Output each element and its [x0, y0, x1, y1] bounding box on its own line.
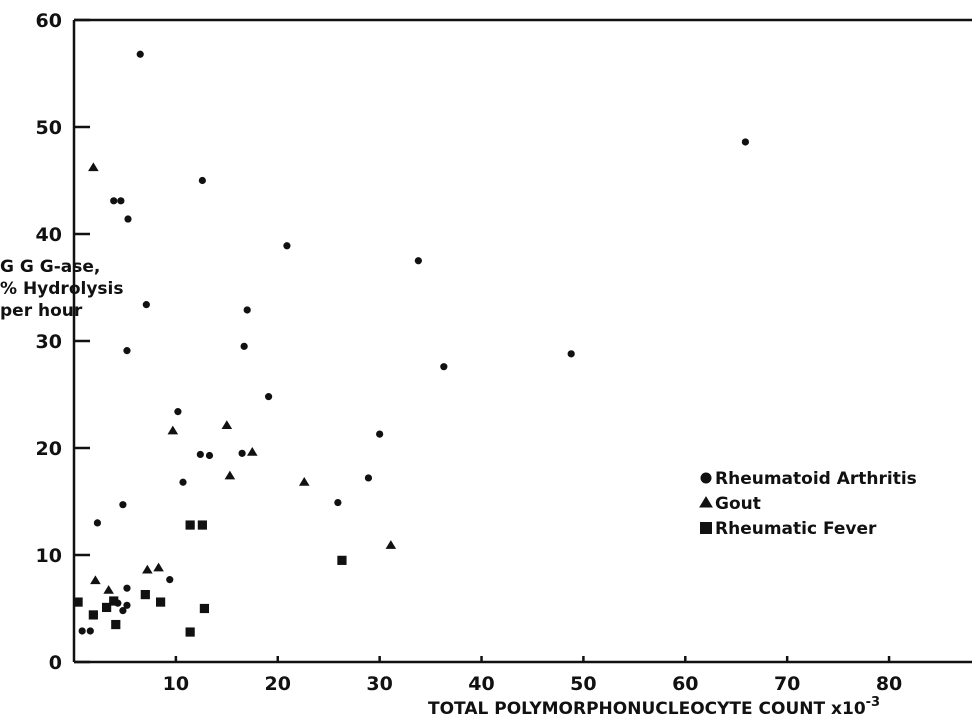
x-axis-title: TOTAL POLYMORPHONUCLEOCYTE COUNT x10-3 — [428, 695, 880, 719]
data-point-triangle — [298, 476, 310, 486]
data-point-triangle — [103, 585, 114, 594]
data-point-circle — [567, 350, 575, 358]
data-point-triangle — [247, 447, 258, 456]
data-point-circle — [205, 451, 214, 460]
data-point-triangle — [88, 162, 99, 172]
x-tick-label: 70 — [774, 673, 800, 695]
data-point-square — [73, 597, 83, 607]
legend-label: Gout — [715, 494, 761, 514]
data-point-circle — [240, 342, 248, 350]
x-tick-label: 40 — [468, 673, 494, 695]
y-axis-title: G G G-ase,% Hydrolysis per hour — [0, 257, 123, 321]
data-point-square — [111, 619, 121, 630]
data-point-circle — [123, 601, 131, 609]
data-point-circle — [123, 584, 131, 592]
data-point-square — [88, 610, 98, 620]
data-point-triangle — [385, 540, 397, 549]
data-point-circle — [124, 215, 132, 223]
y-tick-label: 50 — [36, 117, 62, 139]
data-point-square — [199, 603, 210, 614]
data-point-triangle — [167, 425, 179, 435]
data-point-circle — [119, 501, 127, 509]
data-point-square — [102, 602, 112, 613]
data-point-circle — [179, 478, 187, 486]
legend-marker-circle — [700, 472, 712, 484]
x-tick-label: 30 — [366, 673, 392, 695]
y-tick-label: 30 — [36, 331, 62, 353]
data-point-circle — [440, 363, 448, 371]
data-point-circle — [238, 449, 246, 457]
data-point-circle — [196, 450, 204, 459]
data-point-square — [140, 589, 150, 600]
data-point-circle — [364, 474, 373, 482]
data-point-circle — [86, 627, 94, 635]
data-point-square — [185, 627, 195, 637]
series-circle — [78, 50, 750, 635]
x-tick-label: 60 — [672, 673, 698, 695]
y-ticks: 0 10 20 30 40 50 60 — [36, 10, 90, 674]
x-axis-title-main: TOTAL POLYMORPHONUCLEOCYTE COUNT x10 — [428, 699, 866, 719]
data-point-circle — [110, 197, 118, 205]
x-tick-label: 20 — [265, 673, 291, 695]
data-point-circle — [741, 138, 750, 146]
data-point-circle — [334, 498, 342, 507]
data-point-circle — [264, 393, 273, 401]
x-ticks: 10 20 30 40 50 60 70 80 — [163, 656, 902, 695]
x-tick-label: 80 — [876, 673, 902, 695]
legend-label: Rheumatoid Arthritis — [715, 469, 917, 489]
data-point-circle — [198, 176, 206, 185]
data-point-square — [156, 597, 166, 607]
data-point-circle — [376, 430, 384, 438]
y-tick-label: 20 — [36, 438, 62, 460]
data-point-circle — [166, 576, 174, 584]
y-tick-label: 10 — [36, 545, 62, 567]
legend-marker-square — [700, 522, 712, 534]
data-point-square — [109, 596, 119, 606]
data-point-triangle — [224, 470, 236, 480]
data-point-square — [197, 520, 207, 530]
data-point-circle — [117, 197, 125, 205]
data-points — [73, 50, 750, 637]
data-point-triangle — [90, 575, 101, 585]
data-point-circle — [123, 347, 131, 355]
data-point-circle — [414, 257, 422, 265]
x-axis-title-exponent: -3 — [866, 695, 880, 710]
data-point-triangle — [142, 564, 153, 574]
y-axis-title-line: % Hydrolysis — [0, 279, 123, 299]
y-tick-label: 40 — [36, 224, 62, 246]
data-point-circle — [243, 306, 251, 314]
data-point-circle — [136, 50, 144, 58]
legend: Rheumatoid Arthritis Gout Rheumatic Fever — [699, 469, 917, 539]
x-tick-label: 50 — [570, 673, 596, 695]
y-axis-title-line: per hour — [0, 301, 83, 321]
data-point-triangle — [221, 420, 233, 430]
data-point-circle — [93, 519, 102, 527]
data-point-circle — [174, 408, 182, 416]
y-axis-title-text: G G G-ase,% Hydrolysis per hour — [0, 257, 123, 321]
data-point-circle — [283, 242, 291, 250]
data-point-square — [185, 520, 195, 530]
series-triangle — [88, 162, 397, 594]
legend-label: Rheumatic Fever — [715, 519, 877, 539]
series-square — [73, 520, 347, 637]
y-tick-label: 60 — [36, 10, 62, 32]
data-point-circle — [78, 627, 86, 635]
data-point-circle — [142, 301, 150, 309]
legend-marker-triangle — [699, 496, 713, 508]
data-point-circle — [119, 607, 127, 615]
y-axis-title-line: G G G-ase, — [0, 257, 100, 277]
x-tick-label: 10 — [163, 673, 189, 695]
data-point-triangle — [153, 562, 164, 572]
data-point-square — [337, 555, 347, 565]
y-tick-label: 0 — [49, 652, 62, 674]
axes — [72, 18, 972, 664]
